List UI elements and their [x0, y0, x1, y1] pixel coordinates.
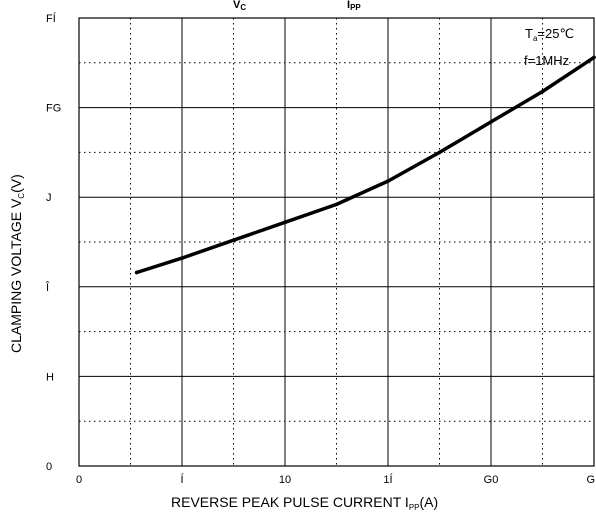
- y-tick-label-1: H: [46, 371, 54, 383]
- series-point-0-4: [334, 202, 339, 207]
- series-line-0: [134, 55, 596, 275]
- x-tick-label-4: G0: [484, 474, 499, 486]
- condition-frequency: f=1MHz: [524, 53, 569, 68]
- plot-frame: [78, 17, 595, 467]
- y-tick-label-2: Î: [45, 281, 50, 294]
- series-point-0-6: [437, 150, 442, 155]
- y-axis-title: CLAMPING VOLTAGE VC(V): [8, 174, 26, 353]
- condition-temperature: Ta=25℃: [525, 26, 574, 43]
- x-tick-label-0: 0: [76, 474, 82, 486]
- series-layer: [134, 55, 596, 275]
- y-tick-label-4: FG: [46, 103, 61, 115]
- top-fragment-ipp: IPP: [347, 0, 361, 12]
- y-tick-label-3: J: [46, 192, 52, 204]
- series-point-0-5: [386, 179, 390, 183]
- series-point-0-7: [489, 120, 493, 124]
- x-tick-label-5: G: [586, 474, 595, 486]
- series-point-0-3: [283, 220, 287, 225]
- x-tick-label-3: 1Í: [383, 473, 393, 486]
- grid-layer: [79, 18, 594, 466]
- x-axis-title: REVERSE PEAK PULSE CURRENT IPP(A): [171, 494, 438, 512]
- x-tick-label-2: 10: [279, 474, 291, 486]
- top-fragment-vc: VC: [233, 0, 246, 12]
- series-point-0-9: [592, 55, 596, 60]
- series-point-0-1: [180, 256, 184, 260]
- y-tick-label-0: 0: [46, 461, 52, 473]
- y-tick-label-5: FÍ: [46, 12, 57, 25]
- series-point-0-0: [134, 270, 139, 275]
- series-point-0-2: [231, 238, 236, 243]
- series-point-0-8: [540, 89, 545, 94]
- x-tick-label-1: Í: [180, 473, 184, 486]
